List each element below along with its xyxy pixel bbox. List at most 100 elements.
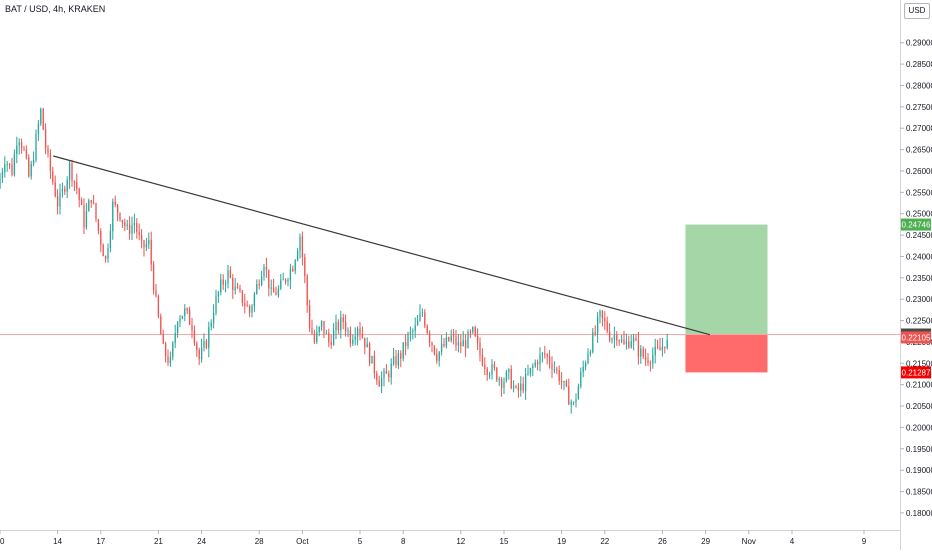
candle-body[interactable] xyxy=(335,322,337,331)
candle-body[interactable] xyxy=(404,342,407,347)
candle-body[interactable] xyxy=(198,349,200,360)
candle-body[interactable] xyxy=(472,327,474,332)
candle-body[interactable] xyxy=(16,145,18,155)
candle-body[interactable] xyxy=(260,276,263,286)
candle-body[interactable] xyxy=(253,293,256,307)
candle-body[interactable] xyxy=(421,312,424,314)
candle-body[interactable] xyxy=(100,230,102,245)
candle-body[interactable] xyxy=(136,222,138,233)
candle-body[interactable] xyxy=(654,346,656,356)
candle-body[interactable] xyxy=(661,346,664,351)
candle-body[interactable] xyxy=(318,327,320,333)
candle-body[interactable] xyxy=(469,331,472,333)
candle-body[interactable] xyxy=(102,244,104,257)
candle-body[interactable] xyxy=(246,305,248,307)
candle-body[interactable] xyxy=(373,355,376,374)
candle-body[interactable] xyxy=(49,153,52,172)
candle-body[interactable] xyxy=(205,340,208,349)
candle-body[interactable] xyxy=(208,327,210,349)
candle-body[interactable] xyxy=(512,386,515,389)
candle-body[interactable] xyxy=(116,204,119,213)
candle-body[interactable] xyxy=(268,269,270,289)
candle-body[interactable] xyxy=(236,286,239,289)
candle-body[interactable] xyxy=(61,188,64,193)
candle-body[interactable] xyxy=(150,239,152,265)
candle-body[interactable] xyxy=(323,320,325,334)
candle-body[interactable] xyxy=(637,340,640,357)
candle-body[interactable] xyxy=(606,321,608,332)
candle-body[interactable] xyxy=(78,188,80,200)
candle-body[interactable] xyxy=(59,192,61,207)
candle-body[interactable] xyxy=(371,355,373,364)
candle-body[interactable] xyxy=(282,279,284,281)
candle-body[interactable] xyxy=(556,369,558,371)
candle-body[interactable] xyxy=(184,308,186,316)
candle-body[interactable] xyxy=(229,269,232,278)
candle-body[interactable] xyxy=(481,355,484,366)
candle-body[interactable] xyxy=(548,356,551,364)
candle-body[interactable] xyxy=(239,288,241,291)
candle-body[interactable] xyxy=(433,345,436,354)
candle-body[interactable] xyxy=(505,371,508,382)
candle-body[interactable] xyxy=(364,337,366,348)
candle-body[interactable] xyxy=(97,219,100,231)
candle-body[interactable] xyxy=(635,338,637,341)
candle-body[interactable] xyxy=(181,315,184,319)
candle-body[interactable] xyxy=(251,306,253,313)
candle-body[interactable] xyxy=(138,232,140,236)
candle-body[interactable] xyxy=(280,279,282,289)
candle-body[interactable] xyxy=(486,368,488,376)
candle-body[interactable] xyxy=(227,269,229,284)
candle-body[interactable] xyxy=(104,256,107,259)
candle-body[interactable] xyxy=(212,312,215,323)
candle-body[interactable] xyxy=(25,149,28,158)
candle-body[interactable] xyxy=(527,373,529,375)
candle-body[interactable] xyxy=(220,279,222,293)
candle-body[interactable] xyxy=(76,181,78,189)
candle-body[interactable] xyxy=(640,348,642,357)
candle-body[interactable] xyxy=(270,287,272,289)
candle-body[interactable] xyxy=(649,362,652,364)
candle-body[interactable] xyxy=(167,356,169,364)
candle-body[interactable] xyxy=(589,351,592,355)
candle-body[interactable] xyxy=(330,341,332,345)
candle-body[interactable] xyxy=(80,199,83,205)
candle-body[interactable] xyxy=(8,163,11,165)
candle-body[interactable] xyxy=(349,330,352,344)
candle-body[interactable] xyxy=(66,179,68,192)
candle-body[interactable] xyxy=(172,342,174,358)
candle-body[interactable] xyxy=(592,332,594,352)
candle-body[interactable] xyxy=(337,322,340,331)
candle-body[interactable] xyxy=(426,325,428,333)
candle-body[interactable] xyxy=(85,211,88,228)
candle-body[interactable] xyxy=(407,333,409,347)
candle-body[interactable] xyxy=(431,342,433,346)
candle-body[interactable] xyxy=(20,142,23,149)
candle-body[interactable] xyxy=(496,367,498,381)
candle-body[interactable] xyxy=(40,108,42,124)
candle-body[interactable] xyxy=(176,322,179,334)
candle-body[interactable] xyxy=(1,171,4,179)
candle-body[interactable] xyxy=(37,123,40,134)
candle-body[interactable] xyxy=(647,360,649,363)
candle-body[interactable] xyxy=(234,286,236,291)
candle-body[interactable] xyxy=(215,296,217,313)
candle-body[interactable] xyxy=(342,317,344,322)
candle-body[interactable] xyxy=(618,340,620,342)
candle-body[interactable] xyxy=(452,335,455,337)
candle-body[interactable] xyxy=(392,356,395,364)
candle-body[interactable] xyxy=(256,283,258,294)
candle-body[interactable] xyxy=(169,357,172,364)
candle-body[interactable] xyxy=(532,366,534,369)
candle-body[interactable] xyxy=(400,353,402,359)
candle-body[interactable] xyxy=(361,334,364,338)
candle-body[interactable] xyxy=(124,222,126,227)
candle-body[interactable] xyxy=(565,381,568,387)
candle-body[interactable] xyxy=(191,324,193,331)
candle-body[interactable] xyxy=(222,279,224,285)
candle-body[interactable] xyxy=(92,202,95,204)
candle-body[interactable] xyxy=(510,369,512,389)
candle-body[interactable] xyxy=(244,303,246,306)
candle-body[interactable] xyxy=(90,200,92,203)
candle-body[interactable] xyxy=(107,248,109,259)
